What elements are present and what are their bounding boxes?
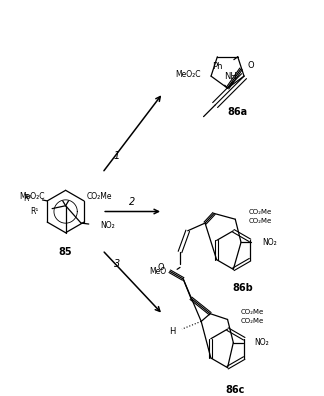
Text: CO₂Me: CO₂Me — [249, 209, 272, 215]
Text: 3: 3 — [114, 259, 120, 268]
Text: NO₂: NO₂ — [262, 238, 277, 247]
Text: CO₂Me: CO₂Me — [249, 218, 272, 224]
Text: Ph: Ph — [212, 62, 222, 71]
Text: 1: 1 — [114, 150, 120, 161]
Text: CO₂Me: CO₂Me — [87, 192, 112, 201]
Text: R²: R² — [23, 194, 32, 202]
Text: R¹: R¹ — [30, 207, 39, 216]
Text: 2: 2 — [129, 197, 135, 207]
Text: NH: NH — [225, 72, 237, 81]
Text: MeO: MeO — [149, 267, 167, 276]
Text: CO₂Me: CO₂Me — [241, 309, 264, 315]
Text: O: O — [157, 263, 164, 272]
Text: 85: 85 — [59, 247, 73, 257]
Text: O: O — [248, 61, 254, 70]
Text: CO₂Me: CO₂Me — [241, 318, 264, 324]
Text: H: H — [169, 327, 175, 337]
Text: NO₂: NO₂ — [100, 221, 115, 230]
Text: 86c: 86c — [226, 385, 245, 395]
Text: MeO₂C: MeO₂C — [175, 70, 201, 79]
Text: 86b: 86b — [233, 283, 253, 293]
Text: MeO₂C: MeO₂C — [19, 192, 44, 201]
Text: NO₂: NO₂ — [255, 338, 269, 347]
Text: 86a: 86a — [227, 107, 247, 117]
